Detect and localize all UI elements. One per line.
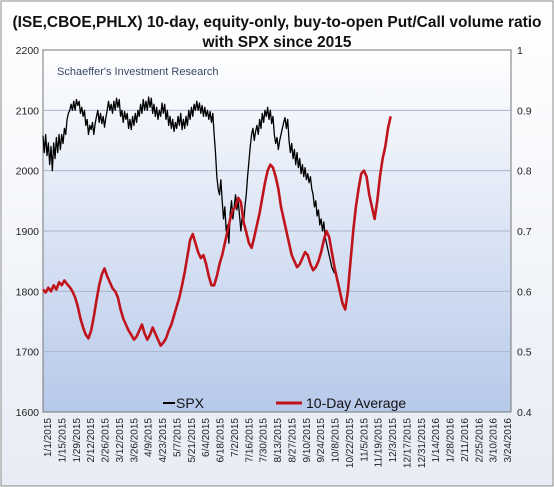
chart-title-line1: (ISE,CBOE,PHLX) 10-day, equity-only, buy… — [12, 14, 541, 31]
x-tick-label: 7/16/2015 — [244, 418, 255, 463]
gridlines — [43, 109, 511, 353]
y-axis-right-ticks: 0.4 0.5 0.6 0.7 0.8 0.9 1 — [517, 45, 532, 419]
x-axis-ticks: 1/1/2015 1/15/2015 1/29/2015 2/12/2015 2/26/… — [43, 418, 514, 468]
x-tick-label: 9/10/2015 — [302, 418, 313, 463]
x-tick-label: 10/22/2015 — [345, 418, 356, 468]
y-left-tick-label: 1900 — [16, 226, 40, 238]
y-left-tick-label: 2000 — [16, 166, 40, 178]
x-tick-label: 9/24/2015 — [316, 418, 327, 463]
x-tick-label: 6/4/2015 — [201, 418, 212, 457]
x-tick-label: 6/18/2015 — [216, 418, 227, 463]
y-left-tick-label: 1700 — [16, 347, 40, 359]
watermark-text: Schaeffer's Investment Research — [57, 66, 218, 78]
x-tick-label: 8/27/2015 — [287, 418, 298, 463]
y-right-tick-label: 0.9 — [517, 105, 532, 117]
legend: SPX 10-Day Average — [163, 395, 406, 411]
x-tick-label: 3/26/2015 — [129, 418, 140, 463]
y-left-tick-label: 2100 — [16, 105, 40, 117]
x-tick-label: 8/13/2015 — [273, 418, 284, 463]
x-tick-label: 12/31/2015 — [417, 418, 428, 468]
y-right-tick-label: 0.5 — [517, 347, 532, 359]
x-tick-label: 3/10/2016 — [489, 418, 500, 463]
series-line-10day-average — [42, 116, 392, 347]
legend-label-10day: 10-Day Average — [306, 395, 406, 411]
x-tick-label: 1/28/2016 — [446, 418, 457, 463]
x-tick-label: 1/29/2015 — [72, 418, 83, 463]
x-tick-label: 2/25/2016 — [474, 418, 485, 463]
x-tick-label: 7/30/2015 — [259, 418, 270, 463]
y-axis-left-ticks: 1600 1700 1800 1900 2000 2100 2200 — [16, 45, 40, 419]
x-tick-label: 7/2/2015 — [230, 418, 241, 457]
y-right-tick-label: 0.7 — [517, 226, 532, 238]
x-tick-label: 12/17/2015 — [402, 418, 413, 468]
series-lines — [42, 96, 392, 347]
x-tick-label: 4/23/2015 — [158, 418, 169, 463]
x-tick-label: 11/19/2015 — [374, 418, 385, 468]
x-tick-label: 3/12/2015 — [115, 418, 126, 463]
x-tick-label: 2/12/2015 — [86, 418, 97, 463]
y-right-tick-label: 0.8 — [517, 166, 532, 178]
x-tick-label: 1/1/2015 — [43, 418, 54, 457]
x-tick-label: 1/14/2016 — [431, 418, 442, 463]
y-right-tick-label: 0.4 — [517, 407, 532, 419]
x-tick-label: 5/21/2015 — [187, 418, 198, 463]
x-tick-label: 2/26/2015 — [101, 418, 112, 463]
x-tick-label: 10/8/2015 — [331, 418, 342, 463]
y-right-tick-label: 1 — [517, 45, 523, 57]
y-left-tick-label: 1800 — [16, 286, 40, 298]
y-left-tick-label: 1600 — [16, 407, 40, 419]
x-tick-label: 4/9/2015 — [144, 418, 155, 457]
x-tick-label: 1/15/2015 — [57, 418, 68, 463]
x-tick-label: 3/24/2016 — [503, 418, 514, 463]
series-line-spx — [42, 96, 336, 274]
chart-title-line2: with SPX since 2015 — [201, 34, 351, 51]
x-tick-label: 5/7/2015 — [172, 418, 183, 457]
x-tick-label: 12/3/2015 — [388, 418, 399, 463]
x-tick-label: 2/11/2016 — [460, 418, 471, 462]
y-left-tick-label: 2200 — [16, 45, 40, 57]
y-right-tick-label: 0.6 — [517, 286, 532, 298]
legend-label-spx: SPX — [176, 395, 205, 411]
x-tick-label: 11/5/2015 — [359, 418, 370, 462]
